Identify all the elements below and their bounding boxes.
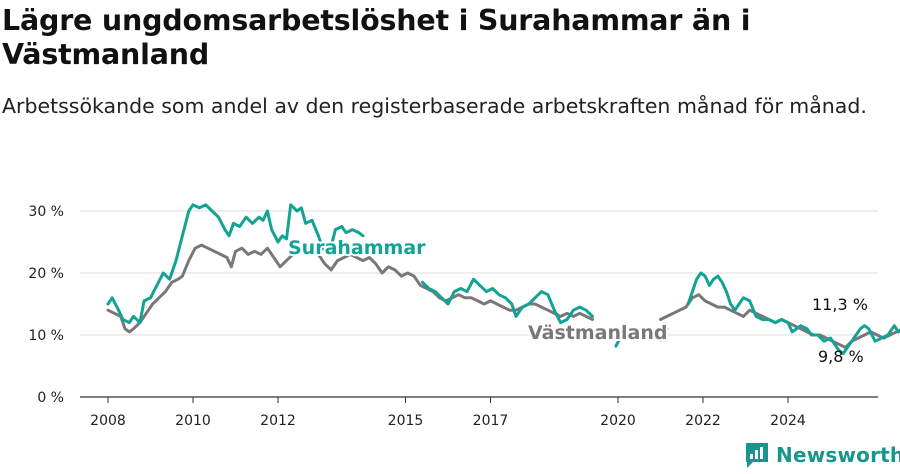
x-tick-label: 2012 [260,413,296,429]
x-tick-label: 2008 [90,413,126,429]
y-axis-tick-labels: 0 % 10 % 20 % 30 % [28,204,64,406]
series-lines [106,203,900,356]
x-tick-label: 2017 [473,413,509,429]
newsworthy-logo: Newsworthy [744,441,900,469]
annotation-surahammar: Surahammar [288,237,426,259]
series-line-surahammar [421,277,594,325]
brand-name: Newsworthy [776,443,900,467]
end-label-vastmanland: 11,3 % [812,295,868,314]
y-tick-label: 10 % [28,328,64,344]
x-axis: 2008 2010 2012 2015 2017 2020 2022 2024 [80,396,878,429]
annotation-vastmanland: Västmanland [528,322,668,344]
series-line-surahammar [659,327,669,342]
x-tick-label: 2024 [770,413,806,429]
chart-subtitle: Arbetssökande som andel av den registerb… [2,94,867,118]
y-tick-label: 0 % [37,390,64,406]
x-tick-label: 2010 [175,413,211,429]
series-line-surahammar [614,336,622,348]
x-tick-label: 2015 [388,413,424,429]
chart-annotations: Surahammar Västmanland 11,3 % 9,8 % [286,235,868,366]
x-tick-label: 2022 [685,413,721,429]
series-line-vastmanland [106,243,594,334]
y-tick-label: 30 % [28,204,64,220]
chart-title: Lägre ungdomsarbetslöshet i Surahammar ä… [2,4,751,71]
newsworthy-logo-icon [746,443,768,468]
series-line-surahammar [686,271,900,356]
end-label-surahammar: 9,8 % [818,347,864,366]
x-tick-label: 2020 [600,413,636,429]
y-tick-label: 20 % [28,266,64,282]
series-line-surahammar [106,203,365,325]
